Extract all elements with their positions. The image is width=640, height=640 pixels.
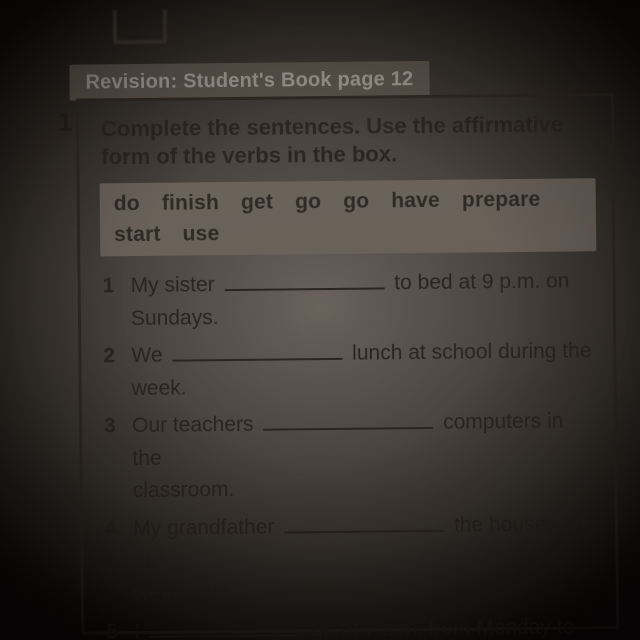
verb-option: get (241, 188, 273, 219)
exercise-frame: Complete the sentences. Use the affirmat… (76, 93, 620, 635)
verb-option: go (295, 187, 321, 218)
verb-option: go (343, 187, 369, 218)
blank[interactable] (172, 340, 342, 362)
verb-option: use (182, 219, 219, 250)
verb-option: do (114, 189, 140, 220)
item-text: I up at 7 a.m. from Monday to Friday. (134, 611, 599, 640)
item-number: 3 (104, 410, 132, 443)
instruction-text: Complete the sentences. Use the affirmat… (101, 110, 594, 171)
item-number: 2 (103, 340, 131, 373)
verb-option: prepare (462, 185, 541, 216)
verb-option: finish (162, 188, 220, 219)
sentence-item: 5I up at 7 a.m. from Monday to Friday. (106, 611, 599, 640)
blank[interactable] (263, 409, 433, 431)
item-number: 4 (105, 513, 133, 546)
verb-option: start (114, 220, 161, 251)
sentence-item: 3Our teachers computers in theclassroom. (104, 406, 597, 509)
item-number: 5 (106, 616, 134, 640)
verb-option: have (391, 186, 440, 217)
item-text: My grandfather the housework atweekends. (133, 508, 598, 610)
item-text: My sister to bed at 9 p.m. on Sundays. (130, 265, 595, 335)
sentence-list: 1My sister to bed at 9 p.m. on Sundays.2… (102, 265, 600, 640)
verb-box: dofinishgetgogohavepreparestartuse (100, 179, 597, 257)
partial-box-above (113, 10, 167, 45)
workbook-page: Revision: Student's Book page 12 1 Compl… (25, 0, 634, 640)
item-text: Our teachers computers in theclassroom. (132, 406, 597, 508)
sentence-item: 4My grandfather the housework atweekends… (105, 508, 598, 611)
item-number: 1 (102, 270, 130, 303)
blank[interactable] (150, 616, 302, 637)
blank[interactable] (284, 512, 444, 534)
tab-title: Revision: Student's Book page 12 (85, 68, 413, 93)
blank[interactable] (224, 270, 384, 292)
exercise-number: 1 (58, 107, 73, 138)
item-text: We lunch at school during the week. (131, 335, 596, 405)
sentence-item: 1My sister to bed at 9 p.m. on Sundays. (102, 265, 595, 335)
sentence-item: 2We lunch at school during the week. (103, 335, 596, 405)
